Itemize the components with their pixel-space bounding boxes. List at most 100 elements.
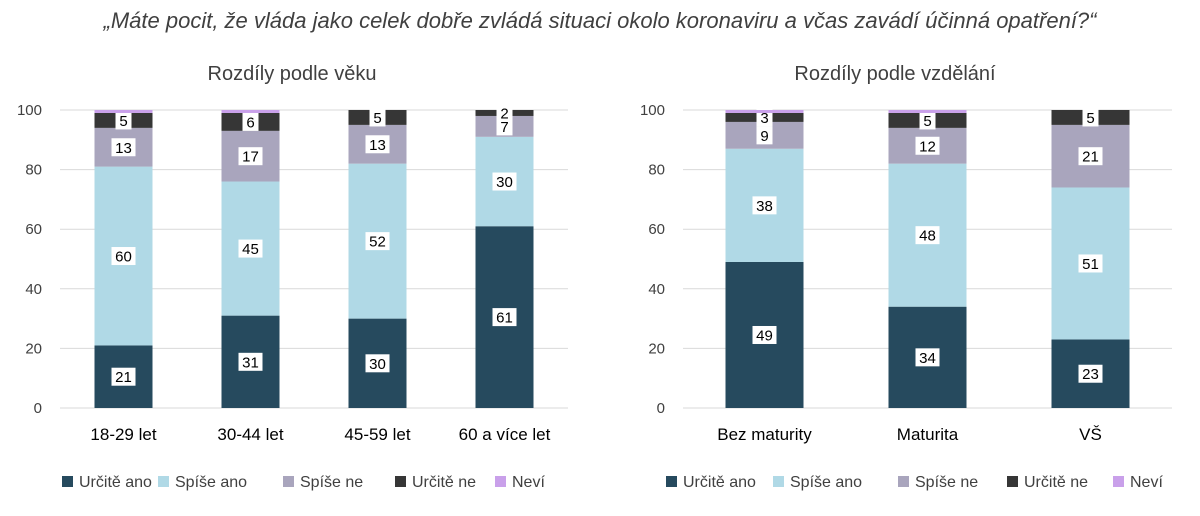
bar-segment xyxy=(94,110,153,113)
data-label-box xyxy=(365,232,390,251)
data-label-box xyxy=(238,147,263,166)
data-label-box xyxy=(238,352,263,371)
bar-segment xyxy=(725,110,804,113)
data-label: 34 xyxy=(919,350,936,367)
y-tick-label: 0 xyxy=(34,400,42,417)
legend-label: Spíše ne xyxy=(300,474,363,491)
legend-label: Určitě ano xyxy=(683,474,756,491)
data-label: 49 xyxy=(756,327,773,344)
data-label: 12 xyxy=(919,138,936,155)
category-label: 18-29 let xyxy=(90,425,156,444)
legend-swatch xyxy=(283,476,294,487)
data-label: 30 xyxy=(369,356,386,373)
legend-label: Spíše ano xyxy=(790,474,862,491)
y-tick-label: 60 xyxy=(648,221,665,238)
y-tick-label: 40 xyxy=(648,281,665,298)
chart-title: Rozdíly podle vzdělání xyxy=(794,63,996,85)
data-label-box xyxy=(919,111,936,130)
data-label-box xyxy=(752,196,777,215)
data-label-box xyxy=(492,172,517,191)
data-label: 51 xyxy=(1082,256,1099,273)
y-tick-label: 80 xyxy=(648,162,665,179)
data-label-box xyxy=(492,308,517,327)
category-label: Maturita xyxy=(897,425,959,444)
data-label-box xyxy=(242,112,259,131)
data-label-box xyxy=(752,325,777,344)
data-label-box xyxy=(238,239,263,258)
data-label-box xyxy=(369,108,386,127)
chart-education: Rozdíly podle vzdělání020406080100493893… xyxy=(640,63,1172,491)
bar-segment xyxy=(221,110,280,113)
data-label-box xyxy=(1078,147,1103,166)
category-label: Bez maturity xyxy=(717,425,812,444)
data-label-box xyxy=(1078,364,1103,383)
y-tick-label: 40 xyxy=(25,281,42,298)
category-label: 30-44 let xyxy=(217,425,283,444)
data-label-box xyxy=(496,103,513,122)
data-label: 30 xyxy=(496,174,513,191)
data-label-box xyxy=(365,135,390,154)
data-label: 5 xyxy=(373,110,381,127)
data-label: 45 xyxy=(242,241,259,258)
category-label: 45-59 let xyxy=(344,425,410,444)
data-label-box xyxy=(915,136,940,155)
data-label: 13 xyxy=(115,140,132,157)
legend-swatch xyxy=(898,476,909,487)
data-label-box xyxy=(1078,254,1103,273)
chart-title: Rozdíly podle věku xyxy=(208,63,377,85)
data-label: 38 xyxy=(756,198,773,215)
y-tick-label: 100 xyxy=(640,102,665,119)
data-label: 21 xyxy=(1082,149,1099,166)
legend-swatch xyxy=(395,476,406,487)
data-label: 61 xyxy=(496,310,513,327)
data-label-box xyxy=(111,247,136,266)
data-label: 6 xyxy=(246,114,254,131)
data-label-box xyxy=(915,226,940,245)
legend-swatch xyxy=(666,476,677,487)
data-label-box xyxy=(756,126,773,145)
data-label: 7 xyxy=(500,119,508,136)
data-label: 60 xyxy=(115,249,132,266)
data-label: 5 xyxy=(923,113,931,130)
data-label-box xyxy=(111,138,136,157)
data-label: 3 xyxy=(760,110,768,127)
legend-label: Neví xyxy=(1130,474,1163,491)
legend-label: Určitě ne xyxy=(412,474,476,491)
legend-swatch xyxy=(62,476,73,487)
legend-swatch xyxy=(495,476,506,487)
legend-swatch xyxy=(158,476,169,487)
data-label: 21 xyxy=(115,369,132,386)
legend-swatch xyxy=(773,476,784,487)
bar-segment xyxy=(888,110,967,113)
page-title: „Máte pocit, že vláda jako celek dobře z… xyxy=(103,8,1097,33)
data-label: 17 xyxy=(242,149,259,166)
category-label: VŠ xyxy=(1079,425,1102,444)
legend-label: Určitě ne xyxy=(1024,474,1088,491)
legend-label: Určitě ano xyxy=(79,474,152,491)
data-label: 23 xyxy=(1082,366,1099,383)
data-label: 13 xyxy=(369,137,386,154)
legend-label: Spíše ne xyxy=(915,474,978,491)
y-tick-label: 20 xyxy=(648,340,665,357)
category-label: 60 a více let xyxy=(459,425,551,444)
data-label-box xyxy=(1082,108,1099,127)
y-tick-label: 0 xyxy=(657,400,665,417)
chart-age: Rozdíly podle věku 0 20 40 60 80 100 21 60 13 5 18-… xyxy=(17,63,568,491)
legend-swatch xyxy=(1113,476,1124,487)
data-label-box xyxy=(915,348,940,367)
data-label: 5 xyxy=(1086,110,1094,127)
data-label-box xyxy=(115,111,132,130)
y-tick-label: 20 xyxy=(25,340,42,357)
y-tick-label: 80 xyxy=(25,162,42,179)
data-label: 2 xyxy=(500,105,508,122)
legend-swatch xyxy=(1007,476,1018,487)
data-label: 9 xyxy=(760,128,768,145)
data-label: 52 xyxy=(369,234,386,251)
legend-label: Spíše ano xyxy=(175,474,247,491)
data-label: 5 xyxy=(119,113,127,130)
data-label-box xyxy=(111,367,136,386)
legend-label: Neví xyxy=(512,474,545,491)
data-label-box xyxy=(365,354,390,373)
data-label: 48 xyxy=(919,228,936,245)
